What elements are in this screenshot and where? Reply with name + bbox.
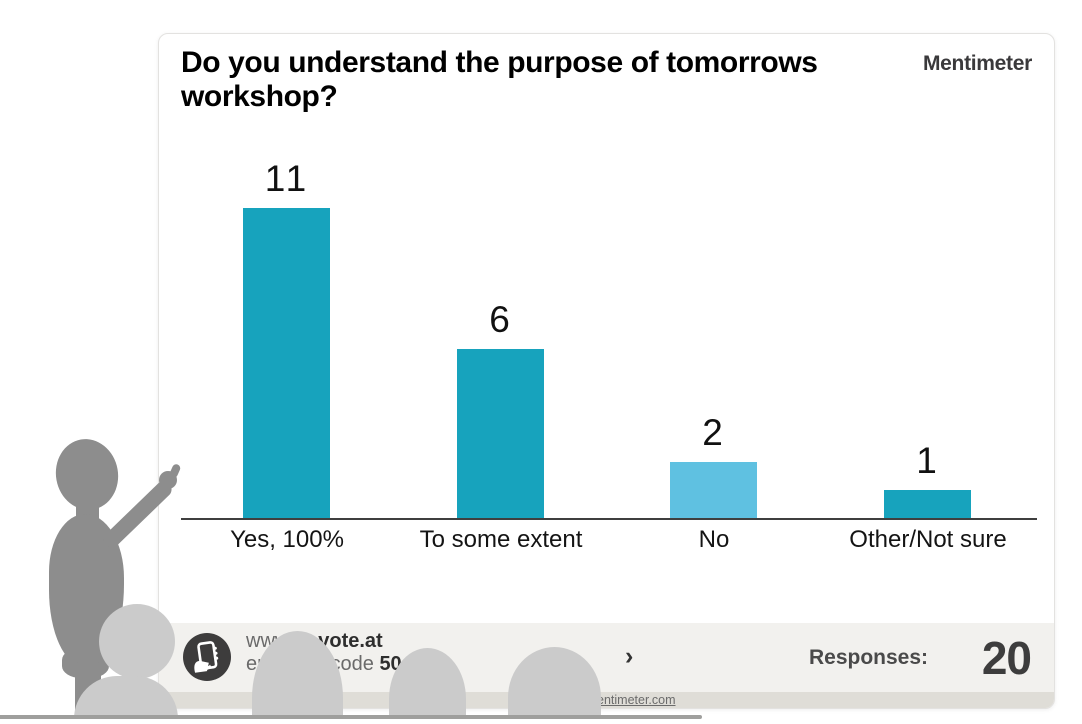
mentimeter-logo: Mentimeter bbox=[922, 52, 1032, 75]
category-label: To some extent bbox=[419, 526, 583, 553]
floor-line bbox=[0, 715, 702, 719]
category-label: Other/Not sure bbox=[849, 526, 1007, 553]
bottom-strip: entimeter.com bbox=[159, 692, 1054, 708]
audience-head-silhouette bbox=[99, 604, 175, 679]
bar-value-label: 11 bbox=[264, 158, 310, 199]
bar-value-label: 6 bbox=[489, 299, 513, 340]
x-axis-line bbox=[181, 518, 1037, 520]
bar bbox=[884, 490, 971, 518]
category-label: No bbox=[698, 526, 730, 553]
slide-card: Do you understand the purpose of tomorro… bbox=[158, 33, 1055, 709]
responses-count: 20 bbox=[981, 632, 1032, 684]
responses-label: Responses: bbox=[809, 646, 929, 669]
bar-chart: 11 Yes, 100% 6 To some extent 2 No 1 Other/Not … bbox=[159, 34, 1054, 708]
next-chevron-icon[interactable]: › bbox=[625, 642, 634, 670]
bar-value-label: 2 bbox=[702, 412, 726, 453]
question-title: Do you understand the purpose of tomorro… bbox=[181, 46, 818, 113]
presenter-head-silhouette bbox=[50, 434, 124, 515]
phone-in-hand-icon bbox=[183, 633, 231, 681]
category-label: Yes, 100% bbox=[230, 526, 344, 553]
bar bbox=[670, 462, 757, 518]
audience-head-silhouette bbox=[508, 647, 601, 719]
mentimeter-link[interactable]: entimeter.com bbox=[597, 693, 676, 707]
bar bbox=[243, 208, 330, 518]
bar bbox=[457, 349, 544, 518]
bar-value-label: 1 bbox=[916, 440, 940, 481]
